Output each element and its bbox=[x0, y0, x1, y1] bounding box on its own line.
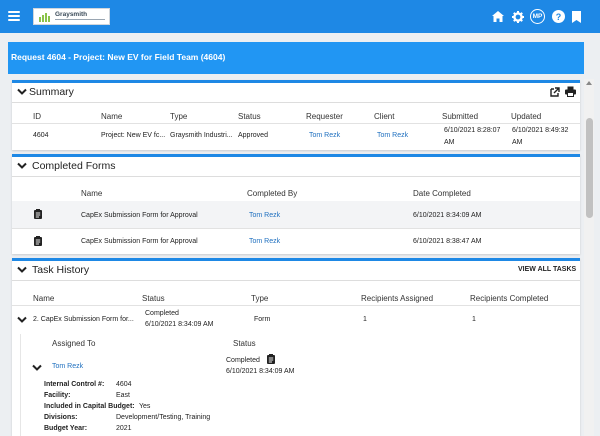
bookmark-icon[interactable] bbox=[570, 10, 583, 23]
col-date-completed: Date Completed bbox=[413, 189, 471, 198]
col-task-name: Name bbox=[33, 294, 55, 303]
form-completed-by-link[interactable]: Tom Rezk bbox=[249, 212, 281, 219]
scroll-up-icon[interactable] bbox=[586, 81, 592, 85]
summary-type: Graysmith Industri... bbox=[170, 132, 233, 139]
task-status-date: 6/10/2021 8:34:09 AM bbox=[145, 321, 214, 328]
chevron-down-icon[interactable] bbox=[17, 266, 27, 274]
assignment-status-date: 6/10/2021 8:34:09 AM bbox=[226, 368, 295, 375]
task-history-card: Task History VIEW ALL TASKS Name Status … bbox=[12, 258, 580, 436]
view-all-tasks-button[interactable]: VIEW ALL TASKS bbox=[518, 266, 577, 273]
logo-mark-icon bbox=[39, 13, 51, 22]
task-history-header[interactable]: Task History VIEW ALL TASKS bbox=[12, 261, 580, 281]
col-submitted: Submitted bbox=[442, 112, 479, 121]
field-label: Internal Control #: bbox=[44, 381, 105, 388]
summary-name: Project: New EV fc... bbox=[101, 132, 166, 139]
assignee-link[interactable]: Tom Rezk bbox=[52, 363, 84, 370]
task-type: Form bbox=[254, 316, 271, 323]
form-name: CapEx Submission Form for Approval bbox=[81, 212, 198, 219]
completed-forms-card: Completed Forms Name Completed By Date C… bbox=[12, 154, 580, 254]
chevron-down-icon[interactable] bbox=[17, 162, 27, 170]
task-history-title: Task History bbox=[32, 264, 90, 276]
col-client: Client bbox=[374, 112, 395, 121]
assignment-status: Completed bbox=[226, 357, 260, 364]
col-status: Status bbox=[238, 112, 261, 121]
form-date: 6/10/2021 8:34:09 AM bbox=[413, 212, 482, 219]
open-external-icon[interactable] bbox=[550, 87, 560, 97]
task-detail-panel bbox=[20, 334, 572, 436]
field-value: Development/Testing, Training bbox=[116, 414, 211, 421]
col-assigned-to: Assigned To bbox=[52, 339, 96, 348]
col-updated: Updated bbox=[511, 112, 542, 121]
field-value: 2021 bbox=[116, 425, 132, 432]
table-row[interactable] bbox=[12, 201, 580, 228]
field-value: East bbox=[116, 392, 131, 399]
field-label: Facility: bbox=[44, 392, 71, 399]
gear-icon[interactable] bbox=[511, 10, 524, 23]
completed-forms-header[interactable]: Completed Forms bbox=[12, 157, 580, 177]
col-assignment-status: Status bbox=[233, 339, 256, 348]
col-recipients-assigned: Recipients Assigned bbox=[361, 294, 434, 303]
field-label: Budget Year: bbox=[44, 425, 88, 432]
completed-forms-title: Completed Forms bbox=[32, 160, 116, 172]
col-task-status: Status bbox=[142, 294, 165, 303]
task-recipients-completed: 1 bbox=[472, 316, 476, 323]
col-type: Type bbox=[170, 112, 188, 121]
field-label: Included in Capital Budget: bbox=[44, 403, 135, 410]
menu-icon[interactable] bbox=[8, 11, 20, 21]
field-value: Yes bbox=[139, 403, 151, 410]
task-name[interactable]: 2. CapEx Submission Form for... bbox=[33, 316, 134, 323]
col-name: Name bbox=[101, 112, 123, 121]
summary-requester-link[interactable]: Tom Rezk bbox=[309, 132, 341, 139]
summary-card: Summary ID Name Type Status Requester Cl… bbox=[12, 80, 580, 150]
summary-header[interactable]: Summary bbox=[12, 83, 580, 103]
col-form-name: Name bbox=[81, 189, 103, 198]
summary-updated-ampm: AM bbox=[512, 139, 523, 146]
avatar[interactable]: MP bbox=[530, 9, 545, 24]
form-completed-by-link[interactable]: Tom Rezk bbox=[249, 238, 281, 245]
summary-title: Summary bbox=[29, 86, 74, 98]
summary-id: 4604 bbox=[33, 132, 49, 139]
summary-submitted-date: 6/10/2021 8:28:07 bbox=[444, 127, 501, 134]
col-recipients-completed: Recipients Completed bbox=[470, 294, 549, 303]
request-title-bar: Request 4604 - Project: New EV for Field… bbox=[8, 42, 584, 74]
chevron-down-icon[interactable] bbox=[17, 316, 27, 324]
summary-client-link[interactable]: Tom Rezk bbox=[377, 132, 409, 139]
logo-text: Graysmith bbox=[55, 11, 88, 18]
col-requester: Requester bbox=[306, 112, 343, 121]
col-task-type: Type bbox=[251, 294, 269, 303]
summary-status: Approved bbox=[238, 132, 268, 139]
field-value: 4604 bbox=[116, 381, 132, 388]
clipboard-icon bbox=[34, 236, 42, 246]
summary-submitted-ampm: AM bbox=[444, 139, 455, 146]
task-recipients-assigned: 1 bbox=[363, 316, 367, 323]
print-icon[interactable] bbox=[565, 86, 576, 97]
clipboard-icon bbox=[34, 209, 42, 219]
scrollbar-thumb[interactable] bbox=[586, 118, 593, 218]
chevron-down-icon[interactable] bbox=[32, 364, 42, 372]
task-status: Completed bbox=[145, 310, 179, 317]
home-icon[interactable] bbox=[491, 10, 504, 23]
clipboard-icon[interactable] bbox=[267, 354, 275, 364]
scrollbar[interactable] bbox=[584, 79, 594, 436]
help-icon[interactable]: ? bbox=[552, 10, 565, 23]
col-id: ID bbox=[33, 112, 41, 121]
col-completed-by: Completed By bbox=[247, 189, 298, 198]
logo[interactable]: Graysmith bbox=[33, 8, 110, 25]
chevron-down-icon[interactable] bbox=[17, 88, 27, 96]
field-label: Divisions: bbox=[44, 414, 78, 421]
form-name: CapEx Submission Form for Approval bbox=[81, 238, 198, 245]
form-date: 6/10/2021 8:38:47 AM bbox=[413, 238, 482, 245]
summary-updated-date: 6/10/2021 8:49:32 bbox=[512, 127, 569, 134]
